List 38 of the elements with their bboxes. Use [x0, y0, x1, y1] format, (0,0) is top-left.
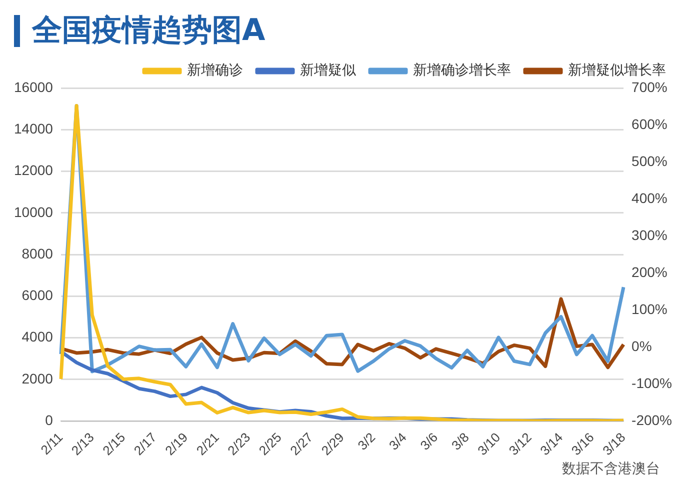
legend-label: 新增疑似增长率	[568, 62, 666, 79]
chart-title: 全国疫情趋势图A	[32, 12, 266, 50]
y-tick-label: 12000	[14, 162, 54, 178]
y2-tick-label: 500%	[632, 152, 668, 169]
y-tick-label: 6000	[22, 287, 54, 304]
x-tick-label: 2/29	[318, 430, 347, 458]
y-tick-label: 8000	[22, 245, 54, 262]
y2-tick-label: 700%	[632, 78, 668, 95]
y-tick-label: 10000	[14, 204, 54, 220]
y-tick-label: 4000	[22, 328, 54, 345]
legend-label: 新增疑似	[300, 62, 356, 79]
legend-label: 新增确诊增长率	[413, 62, 511, 79]
x-tick-label: 3/12	[506, 430, 534, 458]
y2-tick-label: 600%	[632, 116, 668, 132]
y-tick-label: 2000	[22, 370, 54, 386]
x-tick-label: 3/4	[386, 430, 410, 454]
x-tick-label: 3/8	[448, 430, 472, 454]
y-tick-label: 16000	[14, 78, 54, 95]
x-tick-label: 3/2	[354, 430, 378, 454]
x-tick-label: 2/21	[193, 430, 222, 458]
y2-tick-label: 100%	[632, 300, 668, 317]
x-tick-label: 2/11	[38, 430, 66, 458]
y2-tick-label: -200%	[632, 412, 672, 428]
y-tick-label: 14000	[14, 120, 54, 136]
x-tick-label: 3/14	[537, 430, 566, 458]
text: 数据不含港澳台	[562, 460, 660, 478]
y2-tick-label: 0%	[632, 338, 652, 354]
x-tick-label: 3/16	[568, 430, 597, 458]
x-tick-label: 3/6	[417, 430, 441, 454]
y2-tick-label: 300%	[632, 226, 668, 243]
y-tick-label: 0	[45, 412, 54, 428]
y2-tick-label: 200%	[632, 264, 668, 280]
y2-tick-label: 400%	[632, 190, 668, 206]
legend-label: 新增确诊	[187, 62, 243, 79]
y2-tick-label: -100%	[632, 374, 672, 391]
x-tick-label: 3/10	[474, 430, 504, 458]
x-tick-label: 2/19	[162, 430, 191, 458]
x-tick-label: 3/18	[600, 430, 628, 458]
